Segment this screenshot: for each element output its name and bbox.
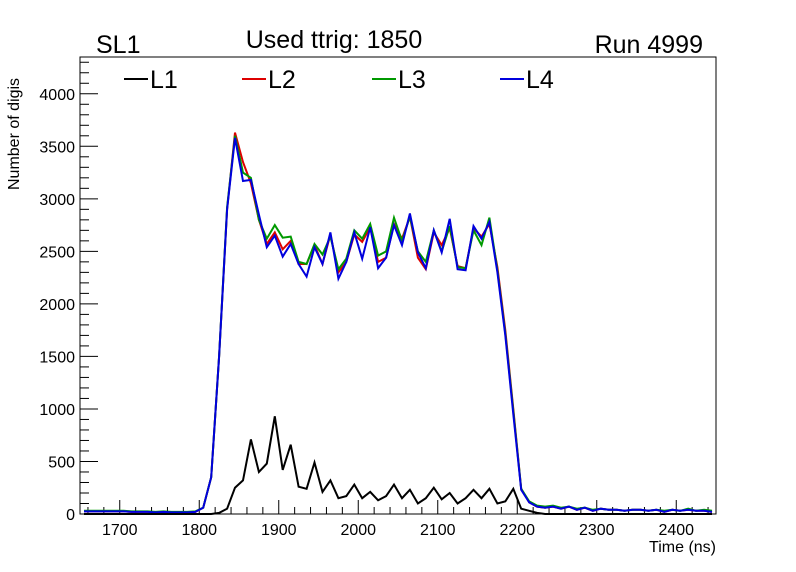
legend-label-l2: L2 (268, 66, 296, 94)
series-line-l3 (84, 135, 713, 513)
legend-label-l1: L1 (150, 66, 178, 94)
chart-title: Used ttrig: 1850 (246, 26, 423, 54)
x-tick-label: 1900 (261, 522, 297, 539)
legend-label-l4: L4 (526, 66, 554, 94)
y-tick-label: 3500 (39, 139, 75, 156)
axes: 1700 1800 1900 2000 2100 2200 2300 2400 0 500 1000… (39, 61, 709, 539)
y-tick-label: 1500 (39, 349, 75, 366)
x-axis-label: Time (ns) (649, 539, 716, 556)
x-tick-label: 1700 (102, 522, 138, 539)
y-tick-label: 2000 (39, 297, 75, 314)
x-tick-label: 2100 (420, 522, 456, 539)
y-axis-label: Number of digis (6, 78, 23, 190)
x-tick-label: 2200 (499, 522, 535, 539)
y-tick-label: 2500 (39, 244, 75, 261)
y-tick-label: 3000 (39, 192, 75, 209)
x-tick-label: 2300 (579, 522, 615, 539)
header-right-label: Run 4999 (595, 31, 703, 59)
legend-label-l3: L3 (398, 66, 426, 94)
x-tick-label: 2000 (340, 522, 376, 539)
x-tick-label: 1800 (181, 522, 217, 539)
series-line-l4 (84, 137, 713, 514)
plot-frame (79, 56, 717, 515)
series-line-l1 (84, 416, 712, 515)
series-lines (84, 132, 713, 515)
y-tick-label: 1000 (39, 402, 75, 419)
legend: L1 L2 L3 L4 (124, 66, 554, 94)
y-tick-label: 500 (48, 454, 75, 471)
y-tick-label: 4000 (39, 87, 75, 104)
series-line-l2 (84, 132, 713, 514)
header-left-label: SL1 (96, 31, 140, 59)
x-tick-label: 2400 (658, 522, 694, 539)
y-tick-label: 0 (66, 507, 75, 524)
